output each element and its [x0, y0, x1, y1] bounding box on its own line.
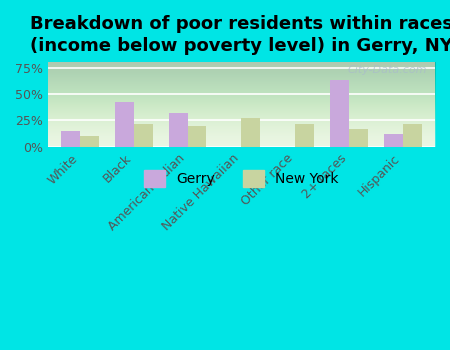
Text: City-Data.com: City-Data.com	[348, 65, 427, 75]
Bar	[242, 118, 260, 147]
Bar	[188, 126, 207, 147]
Bar	[403, 124, 422, 147]
Bar	[384, 134, 403, 147]
Bar	[295, 124, 314, 147]
Bar	[330, 80, 349, 147]
Title: Breakdown of poor residents within races
(income below poverty level) in Gerry, : Breakdown of poor residents within races…	[30, 15, 450, 55]
Bar	[80, 136, 99, 147]
Bar	[169, 113, 188, 147]
Bar	[134, 124, 153, 147]
Bar	[61, 131, 80, 147]
Legend: Gerry, New York: Gerry, New York	[139, 164, 344, 192]
Bar	[349, 129, 368, 147]
Bar	[115, 103, 134, 147]
